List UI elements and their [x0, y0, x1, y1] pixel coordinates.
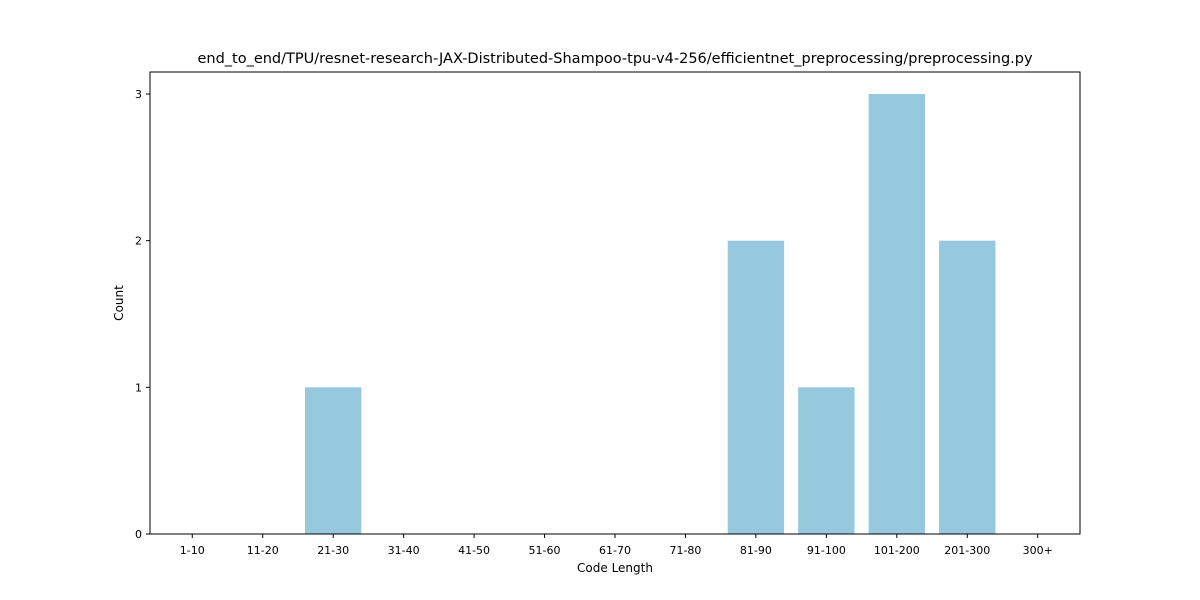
x-tick-label: 201-300: [944, 544, 990, 557]
x-tick-label: 101-200: [874, 544, 920, 557]
y-axis: 0 1 2 3: [135, 88, 150, 541]
x-tick-label: 1-10: [180, 544, 205, 557]
x-tick-label: 31-40: [388, 544, 420, 557]
x-tick-label: 91-100: [807, 544, 846, 557]
y-tick-label: 1: [135, 381, 142, 394]
bar-91-100: [798, 387, 855, 534]
bars-group: [305, 94, 996, 534]
y-axis-label: Count: [112, 285, 126, 321]
bar-21-30: [305, 387, 362, 534]
x-tick-label: 71-80: [669, 544, 701, 557]
x-tick-label: 300+: [1023, 544, 1053, 557]
x-tick-label: 81-90: [740, 544, 772, 557]
x-tick-label: 11-20: [247, 544, 279, 557]
x-tick-label: 61-70: [599, 544, 631, 557]
y-tick-label: 3: [135, 88, 142, 101]
y-tick-label: 2: [135, 235, 142, 248]
x-axis-label: Code Length: [577, 561, 653, 575]
y-tick-label: 0: [135, 528, 142, 541]
bar-81-90: [727, 240, 785, 534]
x-tick-label: 21-30: [317, 544, 349, 557]
chart-title: end_to_end/TPU/resnet-research-JAX-Distr…: [197, 51, 1033, 67]
bar-101-200: [868, 94, 925, 534]
x-axis: 1-10 11-20 21-30 31-40 41-50 51-60 61-70 71-80 8…: [180, 534, 1053, 557]
x-tick-label: 51-60: [529, 544, 561, 557]
bar-201-300: [939, 240, 996, 534]
x-tick-label: 41-50: [458, 544, 490, 557]
